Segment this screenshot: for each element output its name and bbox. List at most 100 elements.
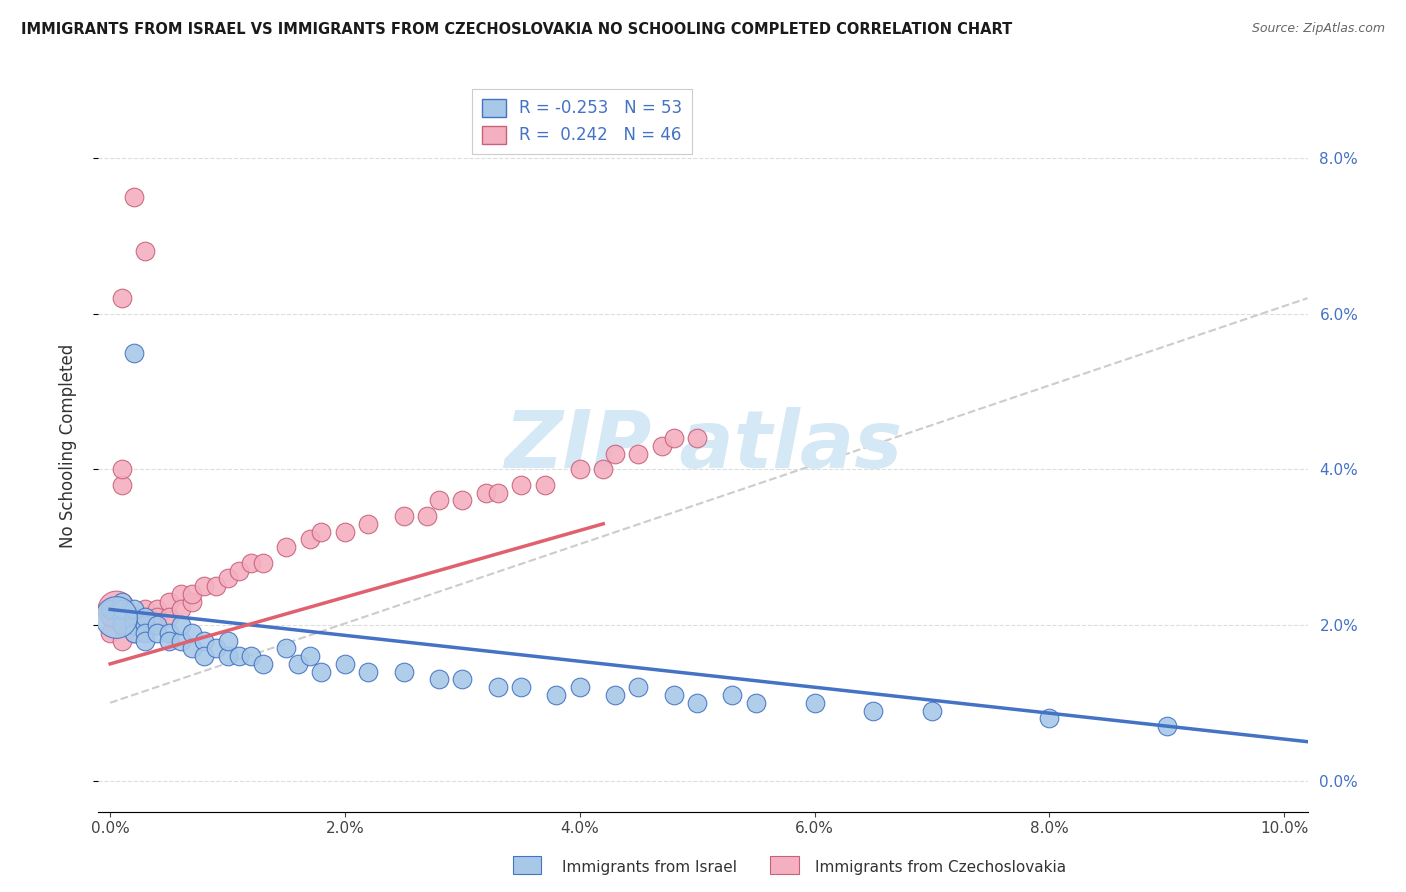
Point	[862, 704, 884, 718]
Point	[217, 571, 239, 585]
Point	[111, 291, 134, 305]
Point	[803, 696, 825, 710]
Point	[169, 602, 191, 616]
Point	[533, 478, 555, 492]
Point	[146, 610, 169, 624]
Point	[686, 431, 709, 445]
Point	[134, 244, 156, 259]
Point	[122, 190, 145, 204]
Point	[181, 641, 204, 656]
Point	[111, 618, 134, 632]
Point	[193, 633, 215, 648]
Point	[1038, 711, 1060, 725]
Point	[333, 657, 356, 671]
Point	[651, 439, 673, 453]
Point	[510, 680, 533, 694]
Text: IMMIGRANTS FROM ISRAEL VS IMMIGRANTS FROM CZECHOSLOVAKIA NO SCHOOLING COMPLETED : IMMIGRANTS FROM ISRAEL VS IMMIGRANTS FRO…	[21, 22, 1012, 37]
Point	[451, 493, 474, 508]
Point	[157, 594, 180, 608]
Point	[357, 516, 380, 531]
Point	[217, 649, 239, 664]
Point	[240, 556, 263, 570]
Point	[134, 625, 156, 640]
Point	[662, 688, 685, 702]
Point	[392, 509, 415, 524]
Point	[721, 688, 744, 702]
Point	[510, 478, 533, 492]
Point	[111, 633, 134, 648]
Point	[122, 625, 145, 640]
Point	[146, 602, 169, 616]
Point	[287, 657, 309, 671]
Point	[603, 688, 626, 702]
Point	[122, 618, 145, 632]
Legend: R = -0.253   N = 53, R =  0.242   N = 46: R = -0.253 N = 53, R = 0.242 N = 46	[472, 88, 692, 154]
Point	[921, 704, 943, 718]
Point	[111, 594, 134, 608]
Text: Immigrants from Czechoslovakia: Immigrants from Czechoslovakia	[815, 860, 1067, 874]
Point	[105, 602, 128, 616]
Point	[193, 649, 215, 664]
Point	[686, 696, 709, 710]
Point	[427, 493, 450, 508]
Point	[240, 649, 263, 664]
Point	[298, 649, 321, 664]
Point	[311, 665, 333, 679]
Point	[204, 579, 226, 593]
Point	[157, 633, 180, 648]
Y-axis label: No Schooling Completed: No Schooling Completed	[59, 344, 77, 548]
Point	[416, 509, 439, 524]
Point	[592, 462, 614, 476]
Point	[392, 665, 415, 679]
Point	[217, 633, 239, 648]
Point	[98, 625, 121, 640]
Point	[181, 625, 204, 640]
Point	[193, 579, 215, 593]
Point	[252, 556, 274, 570]
Point	[169, 618, 191, 632]
Point	[122, 345, 145, 359]
Point	[134, 633, 156, 648]
Point	[111, 610, 134, 624]
Point	[627, 447, 650, 461]
Point	[111, 602, 134, 616]
Point	[228, 649, 250, 664]
Point	[357, 665, 380, 679]
Point	[122, 610, 145, 624]
Point	[134, 610, 156, 624]
Point	[169, 587, 191, 601]
Point	[111, 478, 134, 492]
Point	[568, 462, 591, 476]
Point	[134, 618, 156, 632]
Point	[546, 688, 568, 702]
Point	[486, 485, 509, 500]
Point	[134, 602, 156, 616]
Bar	[513, 856, 541, 874]
Point	[451, 673, 474, 687]
Point	[105, 610, 128, 624]
Point	[252, 657, 274, 671]
Point	[134, 610, 156, 624]
Point	[122, 602, 145, 616]
Point	[204, 641, 226, 656]
Point	[603, 447, 626, 461]
Point	[228, 564, 250, 578]
Point	[122, 610, 145, 624]
Point	[662, 431, 685, 445]
Point	[111, 618, 134, 632]
Point	[122, 625, 145, 640]
Point	[333, 524, 356, 539]
Point	[169, 633, 191, 648]
Point	[298, 533, 321, 547]
Text: Immigrants from Israel: Immigrants from Israel	[562, 860, 737, 874]
Point	[146, 618, 169, 632]
Point	[276, 641, 298, 656]
Text: Source: ZipAtlas.com: Source: ZipAtlas.com	[1251, 22, 1385, 36]
Point	[111, 462, 134, 476]
Point	[157, 625, 180, 640]
Point	[146, 625, 169, 640]
Point	[427, 673, 450, 687]
Point	[475, 485, 498, 500]
Point	[134, 618, 156, 632]
Point	[98, 610, 121, 624]
